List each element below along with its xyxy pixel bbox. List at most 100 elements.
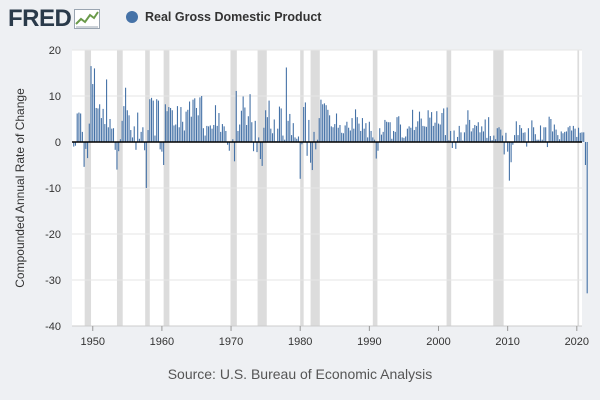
gdp-bar: [74, 142, 77, 146]
gdp-bar: [460, 132, 462, 142]
gdp-bar: [142, 127, 144, 142]
gdp-bar: [472, 128, 474, 142]
gdp-bar: [401, 137, 403, 142]
gdp-bar: [348, 127, 350, 142]
y-tick-label: -40: [45, 321, 61, 333]
gdp-bar: [550, 119, 552, 142]
gdp-bar: [453, 130, 455, 142]
gdp-bar: [450, 130, 452, 142]
gdp-bar: [534, 134, 536, 142]
gdp-bar: [586, 142, 588, 294]
gdp-bar: [135, 142, 137, 150]
gdp-bar: [223, 126, 225, 142]
x-tick-label: 2000: [426, 336, 450, 348]
gdp-bar: [567, 127, 569, 142]
gdp-bar: [301, 142, 303, 145]
gdp-bar: [505, 132, 507, 142]
source-note: Source: U.S. Bureau of Economic Analysis: [167, 366, 433, 382]
gdp-bar: [517, 135, 519, 142]
gdp-bar: [417, 121, 419, 142]
gdp-bar: [434, 122, 436, 142]
gdp-bar: [481, 126, 483, 142]
gdp-bar: [282, 135, 284, 142]
gdp-bar: [501, 135, 504, 142]
gdp-bar: [458, 125, 460, 142]
gdp-bar: [322, 104, 324, 142]
gdp-bar: [543, 127, 545, 142]
gdp-bar: [194, 98, 196, 142]
gdp-bar: [427, 110, 429, 142]
gdp-bar: [335, 113, 338, 142]
gdp-bar: [533, 127, 535, 142]
gdp-bar: [522, 132, 524, 142]
gdp-bar: [436, 111, 438, 142]
gdp-bar: [273, 119, 275, 142]
gdp-bar: [353, 128, 355, 142]
gdp-bar: [138, 138, 140, 142]
gdp-bar: [572, 125, 574, 142]
gdp-bar: [306, 142, 308, 156]
gdp-bar: [287, 120, 289, 142]
gdp-bar: [351, 118, 353, 142]
y-tick-label: -10: [45, 183, 61, 195]
gdp-bar: [422, 125, 424, 142]
gdp-bar: [448, 140, 450, 142]
gdp-bar: [144, 142, 146, 151]
gdp-bar: [216, 125, 218, 142]
gdp-bar: [204, 135, 206, 142]
gdp-bar: [83, 142, 85, 167]
gdp-bar: [244, 107, 246, 142]
gdp-bar: [199, 97, 201, 142]
gdp-bar: [577, 127, 580, 142]
gdp-bar: [526, 142, 528, 147]
gdp-bar: [182, 121, 184, 142]
gdp-bar: [104, 124, 106, 142]
gdp-bar: [249, 94, 251, 142]
gdp-bar: [268, 100, 270, 142]
gdp-bar: [475, 125, 478, 142]
gdp-bar: [173, 125, 175, 142]
x-tick-label: 1980: [288, 336, 312, 348]
gdp-bar: [541, 139, 543, 142]
gdp-bar: [538, 139, 540, 142]
gdp-bar: [451, 142, 453, 148]
gdp-bar: [149, 99, 151, 142]
gdp-bar: [93, 68, 96, 142]
gdp-bar: [150, 97, 153, 142]
legend[interactable]: Real Gross Domestic Product: [126, 10, 321, 24]
gdp-bar: [552, 131, 554, 142]
gdp-bar: [292, 123, 294, 142]
line-chart-icon: [74, 9, 101, 29]
gdp-bar: [432, 125, 434, 142]
gdp-bar: [227, 142, 229, 145]
gdp-bar: [78, 112, 80, 142]
gdp-bar: [403, 137, 405, 142]
gdp-bar: [412, 109, 414, 142]
grid-lines: [72, 49, 582, 327]
gdp-bar: [159, 142, 161, 150]
gdp-bar: [171, 110, 173, 142]
x-tick-label: 2010: [495, 336, 519, 348]
gdp-bar: [140, 131, 142, 142]
gdp-bar: [363, 128, 365, 142]
gdp-bar: [147, 130, 149, 142]
gdp-bar: [344, 125, 346, 142]
gdp-bar: [237, 130, 239, 142]
gdp-bar: [389, 122, 391, 142]
gdp-bar: [482, 131, 485, 142]
gdp-bar: [456, 136, 459, 142]
x-tick-label: 1960: [150, 336, 174, 348]
gdp-bar: [446, 107, 448, 142]
gdp-bar: [562, 133, 564, 142]
gdp-bar: [520, 128, 523, 142]
gdp-bar: [294, 137, 296, 142]
gdp-bar: [73, 142, 75, 147]
gdp-bar: [277, 128, 279, 142]
gdp-bar: [503, 142, 505, 155]
gdp-bar: [271, 133, 274, 142]
gdp-bar: [263, 127, 265, 142]
gdp-bar: [527, 128, 529, 142]
fred-logo[interactable]: FRED: [8, 5, 101, 32]
gdp-bar: [80, 113, 82, 142]
